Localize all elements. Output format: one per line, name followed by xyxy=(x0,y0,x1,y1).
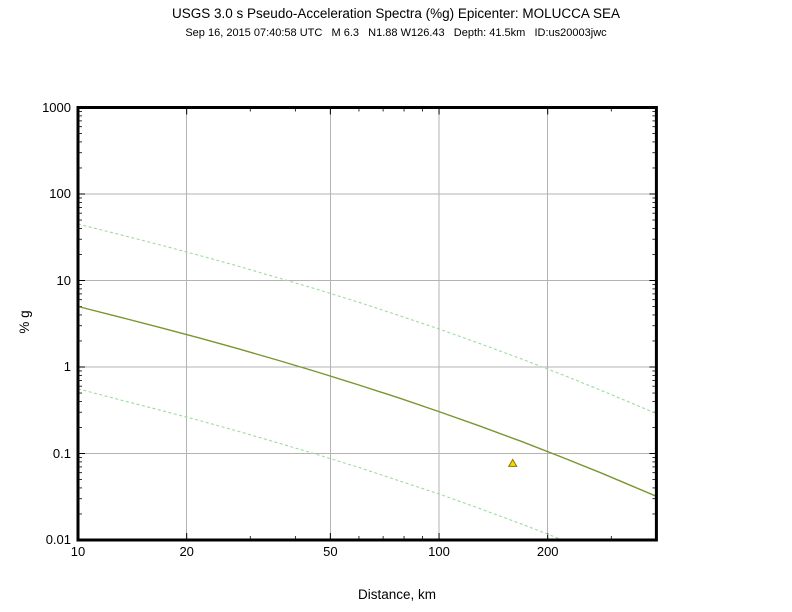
series-median-plus-sigma xyxy=(77,223,657,415)
x-tick-label: 50 xyxy=(323,544,338,559)
x-axis-label: Distance, km xyxy=(357,587,437,602)
y-tick-label: 0.1 xyxy=(52,445,71,461)
event-subtitle: Sep 16, 2015 07:40:58 UTC M 6.3 N1.88 W1… xyxy=(185,27,607,39)
x-tick-label: 200 xyxy=(536,544,559,559)
x-tick-label: 10 xyxy=(70,544,86,559)
x-tick-label: 20 xyxy=(179,544,194,559)
y-tick-label: 1000 xyxy=(42,99,71,115)
station-triangle-marker xyxy=(507,458,518,467)
gridlines xyxy=(78,107,657,540)
data-series xyxy=(77,223,657,541)
y-tick-label: 1 xyxy=(63,359,71,374)
series-median-minus-sigma xyxy=(77,388,563,541)
y-tick-label: 0.01 xyxy=(45,532,71,547)
page-title: USGS 3.0 s Pseudo-Acceleration Spectra (… xyxy=(172,6,620,21)
plot-frame xyxy=(76,106,658,542)
series-median xyxy=(77,305,657,497)
y-tick-label: 100 xyxy=(49,186,71,201)
axis-ticks xyxy=(77,107,657,541)
y-tick-label: 10 xyxy=(56,272,71,288)
x-tick-label: 100 xyxy=(428,544,450,559)
station-marker-layer xyxy=(507,458,518,467)
